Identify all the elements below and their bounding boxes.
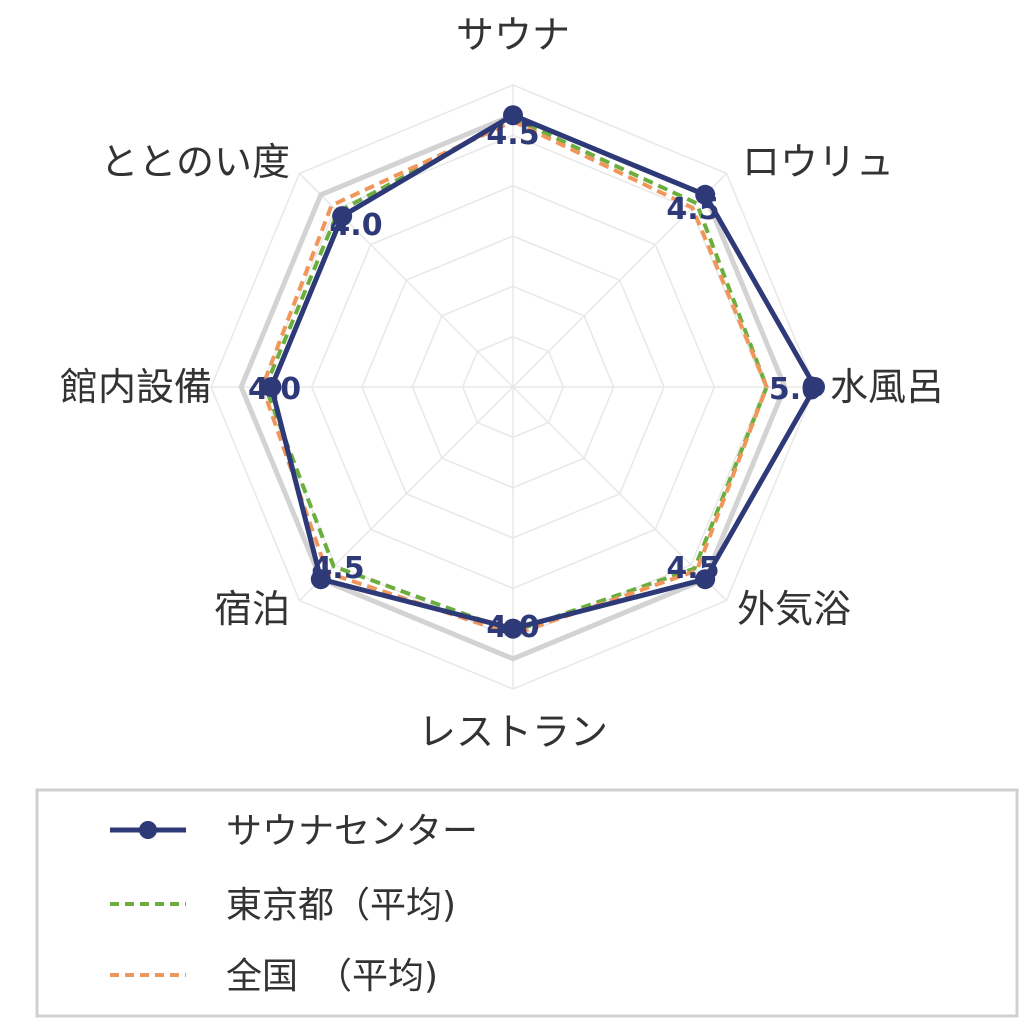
radar-grid xyxy=(210,84,816,690)
legend-label-series-2: 全国 （平均) xyxy=(226,956,438,997)
grid-spoke xyxy=(512,386,728,602)
value-label: 4.0 xyxy=(248,372,301,407)
value-label: 4.5 xyxy=(666,192,719,227)
axis-label: ロウリュ xyxy=(742,140,894,184)
value-label: 4.5 xyxy=(666,551,719,586)
axis-label: 水風呂 xyxy=(830,365,944,409)
legend-item-series-2: 全国 （平均) xyxy=(110,956,438,997)
data-point xyxy=(310,569,331,590)
data-point xyxy=(695,184,716,205)
legend-label-series-0: サウナセンター xyxy=(226,811,478,852)
axis-label: 館内設備 xyxy=(60,365,212,409)
value-label: 4.5 xyxy=(311,551,364,586)
data-point xyxy=(805,377,825,397)
axis-label: サウナ xyxy=(456,13,570,57)
data-point xyxy=(503,105,523,126)
axis-label: ととのい度 xyxy=(100,140,290,184)
axis-label: 外気浴 xyxy=(737,587,851,631)
data-point xyxy=(695,569,716,590)
legend-item-series-1: 東京都（平均) xyxy=(110,885,456,926)
axis-label: レストラン xyxy=(418,710,608,754)
axis-label: 宿泊 xyxy=(214,587,290,631)
value-label: 4.0 xyxy=(329,208,382,243)
data-point xyxy=(332,206,353,227)
legend-item-series-0: サウナセンター xyxy=(110,811,478,852)
value-label: 4.0 xyxy=(486,610,539,645)
legend: サウナセンター 東京都（平均) 全国 （平均) xyxy=(35,788,1019,1018)
legend-box xyxy=(35,788,1019,1018)
value-label: 5.0 xyxy=(769,372,822,407)
radar-series xyxy=(260,105,825,639)
data-point xyxy=(503,618,523,639)
data-point xyxy=(261,377,282,397)
grid-spoke xyxy=(298,172,514,388)
value-label: 4.5 xyxy=(486,117,539,152)
reference-ring xyxy=(238,112,788,662)
legend-label-series-1: 東京都（平均) xyxy=(226,885,456,926)
legend-swatch-marker xyxy=(139,821,157,839)
